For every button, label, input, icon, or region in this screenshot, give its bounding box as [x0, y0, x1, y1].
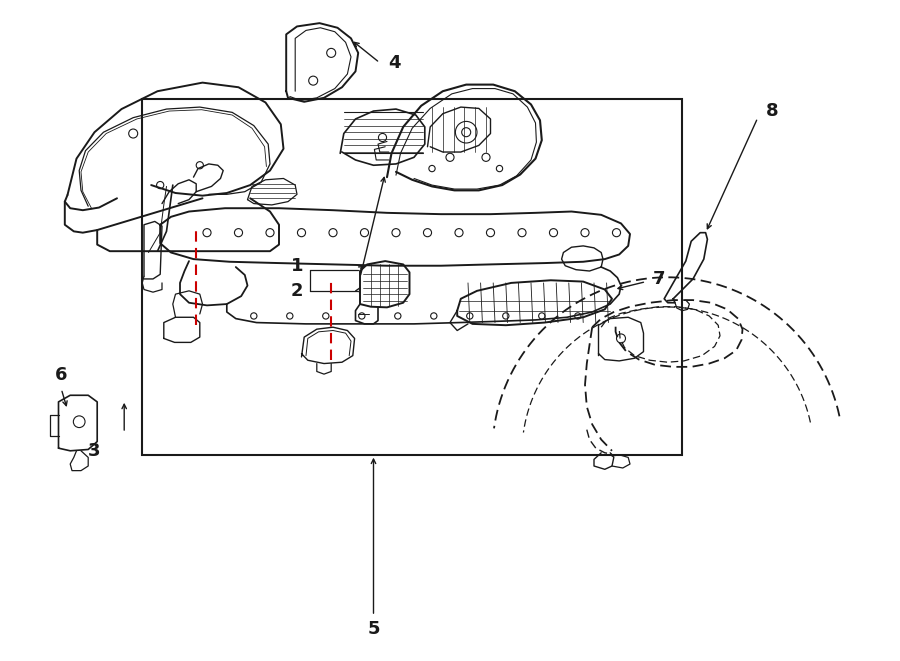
Text: 7: 7 — [652, 270, 665, 288]
Text: 3: 3 — [88, 442, 101, 460]
Text: 5: 5 — [367, 620, 380, 639]
Text: 1: 1 — [291, 256, 303, 275]
Text: 2: 2 — [291, 282, 303, 300]
Text: 4: 4 — [388, 54, 400, 72]
Text: 8: 8 — [766, 102, 778, 120]
Bar — [142, 99, 682, 455]
Text: 6: 6 — [55, 366, 68, 385]
